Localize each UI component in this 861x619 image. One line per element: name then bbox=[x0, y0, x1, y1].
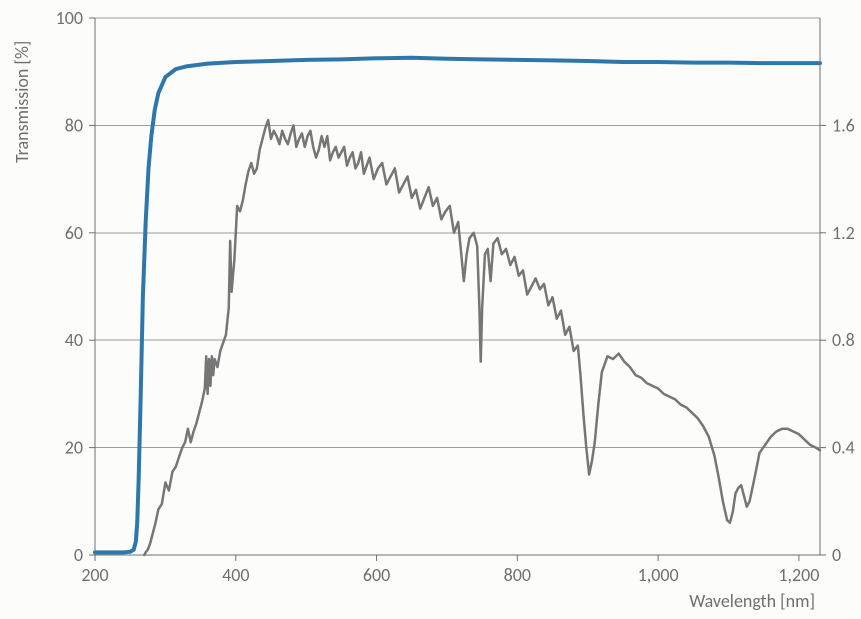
x-tick-label: 600 bbox=[363, 564, 390, 586]
chart-background bbox=[0, 0, 861, 619]
x-tick-label: 200 bbox=[81, 564, 108, 586]
y-left-tick-label: 20 bbox=[65, 437, 83, 459]
y-right-tick-label: 0.4 bbox=[832, 437, 855, 459]
y-right-tick-label: 0 bbox=[832, 544, 841, 566]
y-left-tick-label: 0 bbox=[74, 544, 83, 566]
y-left-tick-label: 60 bbox=[65, 222, 83, 244]
x-tick-label: 800 bbox=[504, 564, 531, 586]
y-right-tick-label: 1.6 bbox=[832, 114, 855, 136]
y-right-tick-label: 0.8 bbox=[832, 329, 855, 351]
y-left-tick-label: 100 bbox=[56, 7, 83, 29]
y-left-tick-label: 80 bbox=[65, 114, 83, 136]
y-right-tick-label: 1.2 bbox=[832, 222, 855, 244]
y-left-tick-label: 40 bbox=[65, 329, 83, 351]
x-tick-label: 1,000 bbox=[638, 564, 679, 586]
x-tick-label: 400 bbox=[222, 564, 249, 586]
chart-svg: 2004006008001,0001,200Wavelength [nm]020… bbox=[0, 0, 861, 619]
x-tick-label: 1,200 bbox=[778, 564, 819, 586]
x-axis-title: Wavelength [nm] bbox=[689, 590, 815, 612]
y-left-axis-title: Transmission [%] bbox=[11, 41, 33, 163]
transmission-spectrum-chart: 2004006008001,0001,200Wavelength [nm]020… bbox=[0, 0, 861, 619]
